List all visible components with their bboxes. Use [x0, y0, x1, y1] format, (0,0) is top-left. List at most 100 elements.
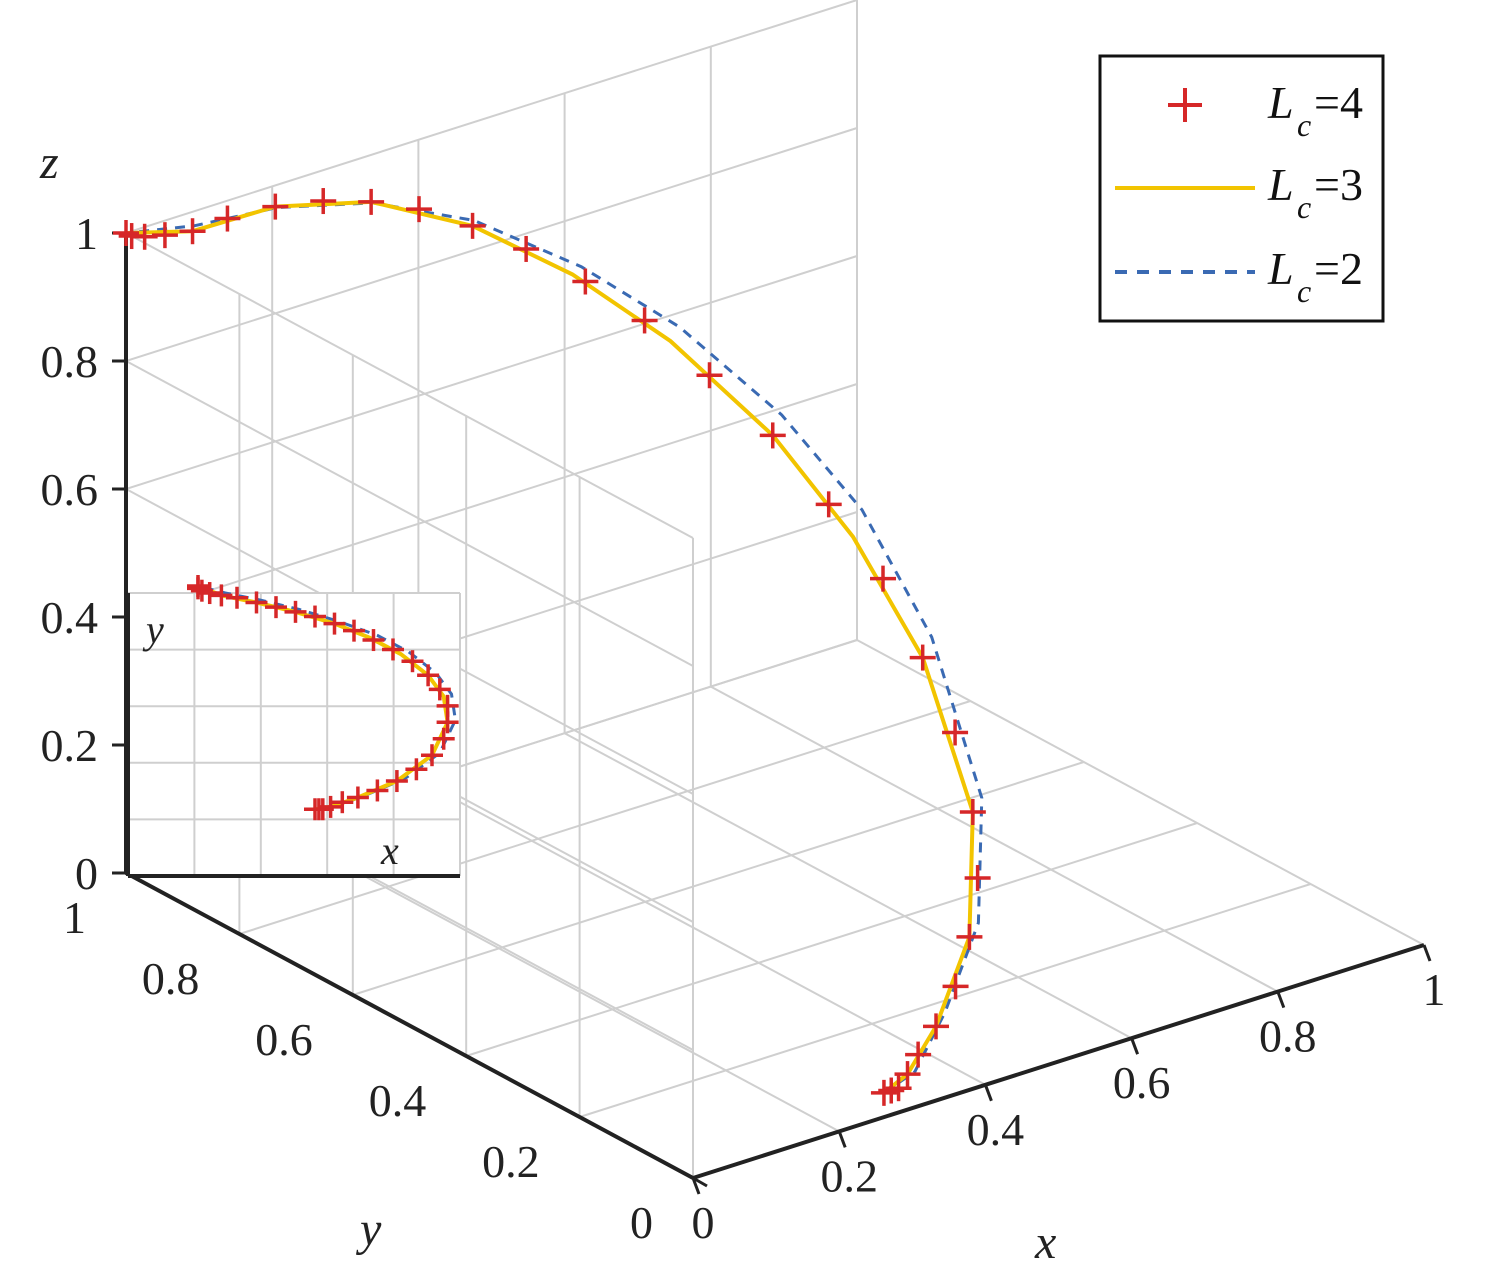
x-tick [691, 1177, 701, 1195]
series-lc4-point [631, 307, 658, 334]
inset-series-lc4-point [226, 586, 248, 609]
grid-line-xz-horizontal [125, 127, 858, 362]
z-tick-label: 0.4 [41, 592, 99, 643]
inset-series-lc4-point [385, 770, 408, 793]
series-lc4-point [572, 268, 599, 295]
inset-series-lc4-point [343, 619, 365, 642]
x-tick-label: 0.8 [1259, 1011, 1317, 1062]
z-tick-label: 0 [75, 848, 98, 899]
series-lc4-point [459, 212, 486, 239]
grid-line-xz-horizontal [125, 383, 858, 618]
series-lc4-point [964, 865, 991, 892]
legend: L c =4 L c =3 L c =2 [1098, 54, 1385, 323]
legend-entry-lc4: L c =4 [1168, 77, 1363, 143]
grid-line-xz-horizontal [125, 0, 858, 234]
x-tick-label: 1 [1423, 964, 1446, 1015]
y-tick-label: 1 [63, 892, 86, 943]
inset-series-lc4-point [346, 786, 369, 809]
legend-entry-lc2: L c =2 [1115, 243, 1363, 309]
series-lc4-point [214, 205, 241, 232]
legend-L-2: L [1267, 243, 1294, 294]
series-lc4-point [179, 218, 206, 245]
grid-line-yz-horizontal [125, 360, 694, 667]
inset-series-lc4-point [323, 612, 346, 635]
series-lc4-point [905, 1041, 932, 1068]
series-lc4-point [959, 799, 986, 825]
x-tick [983, 1084, 993, 1102]
inset-series-lc4-point [362, 629, 385, 652]
inset-series-lc4-point [428, 678, 451, 701]
series-lc4-point [310, 188, 337, 215]
series-lc4-point [406, 196, 433, 223]
grid-line-floor-x [856, 639, 1425, 946]
y-tick-label: 0.8 [142, 953, 200, 1004]
grid-line-xz-horizontal [125, 255, 858, 490]
series-lc4-point [894, 1061, 921, 1088]
x-tick-label: 0 [692, 1197, 715, 1248]
series-lc4-point [262, 193, 289, 220]
inset-series-lc4-point [265, 596, 287, 619]
inset-series-lc4-point [436, 694, 459, 717]
y-tick-label: 0.6 [255, 1014, 313, 1065]
grid-line-floor-x [564, 732, 1133, 1040]
x-tick [1130, 1037, 1140, 1055]
grid-line-floor-y [239, 700, 971, 935]
z-tick-label: 0.6 [41, 464, 99, 515]
series-lc4-point [923, 1013, 950, 1040]
y-tick [238, 932, 255, 944]
x-axis-label: x [1034, 1216, 1056, 1269]
inset-series-lc4-point [401, 650, 424, 673]
x-tick-label: 0.2 [820, 1150, 878, 1201]
x-tick [1422, 944, 1432, 962]
inset-series-lc4-point [382, 638, 404, 661]
legend-eq-1: =3 [1314, 159, 1363, 210]
inset-series-lc4-point [210, 584, 233, 607]
x-tick-label: 0.6 [1113, 1057, 1171, 1108]
legend-sub-0: c [1297, 107, 1311, 143]
grid-line-floor-y [465, 822, 1198, 1057]
inset-xy-projection: yx [126, 592, 461, 878]
inset-series-lc4-point [187, 575, 209, 597]
legend-sub-1: c [1297, 189, 1311, 225]
inset-series-lc4-point [304, 605, 326, 628]
series-lc4-point [870, 565, 897, 592]
legend-sub-2: c [1297, 273, 1311, 309]
axis-labels: z y x [39, 136, 1056, 1269]
svg-text:L: L [1267, 77, 1294, 128]
inset-series-lc4-point [366, 779, 389, 802]
axes: 00.20.40.60.8100.20.40.60.8100.20.40.60.… [41, 208, 1446, 1248]
inset-series-lc4-point [421, 744, 443, 767]
inset-background [128, 593, 460, 876]
x-tick-label: 0.4 [967, 1104, 1025, 1155]
inset-x-label: x [380, 828, 399, 873]
svg-text:L: L [1267, 243, 1294, 294]
y-tick [578, 1115, 595, 1127]
inset-series-lc4-point [284, 600, 307, 623]
series-lc4-point [815, 491, 842, 518]
y-tick-label: 0 [630, 1197, 653, 1248]
series-lc4-point [358, 188, 385, 215]
inset-series-lc4-point [405, 758, 428, 781]
z-axis-label: z [39, 136, 59, 189]
z-tick-label: 0.2 [41, 720, 99, 771]
series-lc4-point [942, 719, 969, 746]
legend-entry-lc3: L c =3 [1115, 159, 1363, 225]
series-lc4-point [696, 362, 723, 389]
series-lc4-point [513, 235, 540, 262]
inset-series-lc4-point [331, 791, 354, 814]
legend-eq-2: =2 [1314, 243, 1363, 294]
y-axis-label: y [355, 1203, 382, 1256]
y-tick [465, 1054, 481, 1066]
series-lc4-point [909, 644, 936, 671]
grid-line-yz-horizontal [125, 232, 694, 539]
series-lc4-point [118, 223, 145, 250]
y-axis-line [125, 871, 694, 1180]
z-tick-label: 0.8 [41, 336, 99, 387]
x-tick [837, 1130, 847, 1148]
svg-text:L: L [1267, 159, 1294, 210]
series-lc4-point [942, 973, 969, 1000]
inset-series-lc4-point [245, 591, 268, 614]
inset-series-lc4-point [417, 664, 440, 687]
y-tick-label: 0.4 [369, 1075, 427, 1126]
